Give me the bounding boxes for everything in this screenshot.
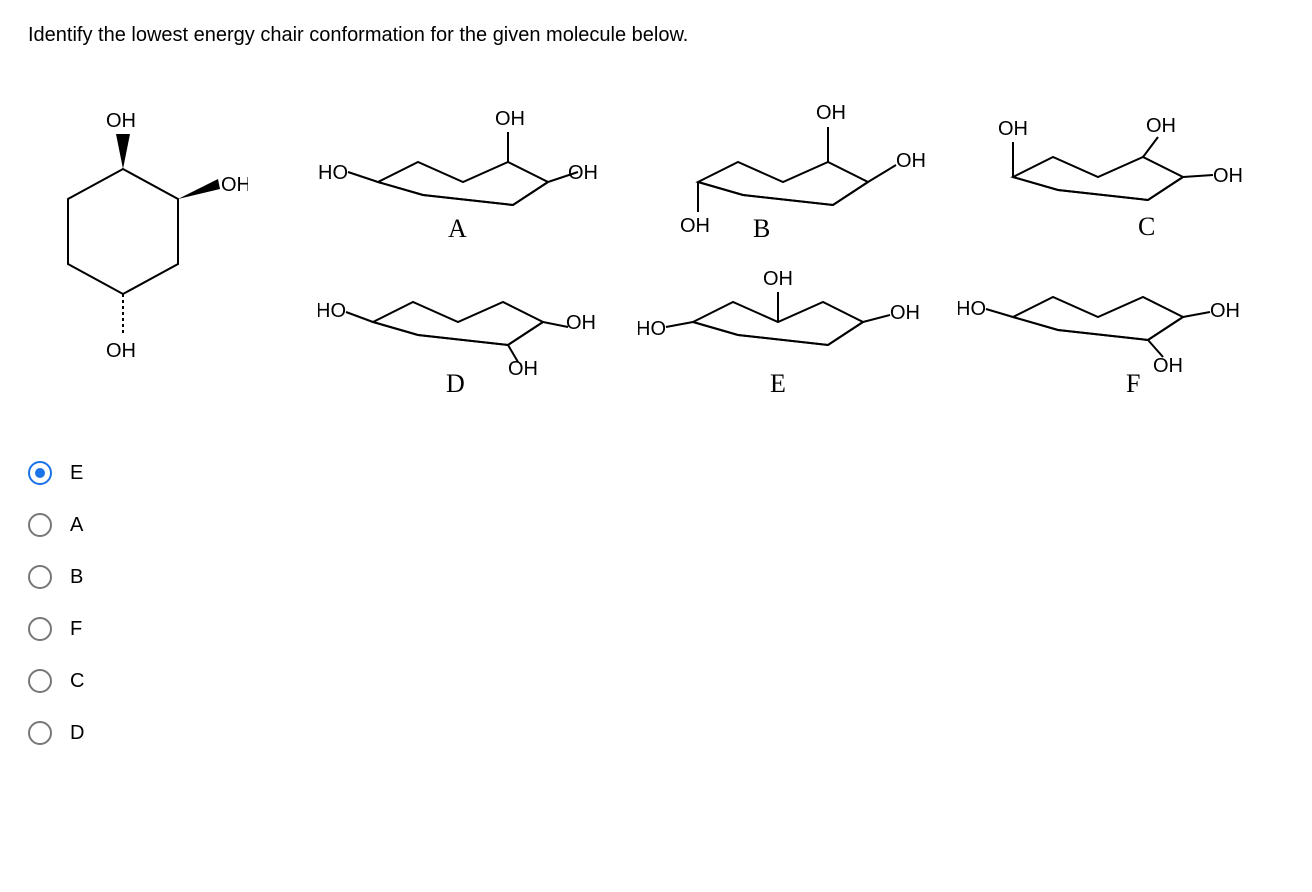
chem-oh: OH [221, 174, 248, 196]
chem-oh: OH [508, 358, 538, 380]
option-label: F [70, 618, 82, 641]
chair-label: E [770, 369, 786, 398]
radio-icon [28, 513, 52, 537]
chem-oh: OH [106, 110, 136, 132]
option-label: D [70, 722, 84, 745]
radio-icon [28, 617, 52, 641]
chem-ho: HO [318, 300, 346, 322]
chair-B: OH OH OH B [638, 87, 938, 257]
chem-oh: OH [106, 340, 136, 362]
chair-label: D [446, 369, 465, 398]
option-A[interactable]: A [28, 499, 1284, 551]
question-text: Identify the lowest energy chair conform… [28, 24, 1284, 47]
chem-oh: OH [495, 108, 525, 130]
chair-A: HO OH OH A [318, 87, 618, 257]
chair-label: B [753, 214, 770, 243]
chem-oh: OH [998, 118, 1028, 140]
chem-ho: HO [638, 318, 666, 340]
chem-oh: OH [680, 215, 710, 237]
chair-label: C [1138, 212, 1155, 241]
chair-label: F [1126, 369, 1140, 398]
chem-oh: OH [763, 268, 793, 290]
option-B[interactable]: B [28, 551, 1284, 603]
answer-options: E A B F C D [28, 447, 1284, 759]
chem-oh: OH [568, 162, 598, 184]
chair-F: HO OH OH F [958, 257, 1258, 407]
chem-oh: OH [1210, 300, 1240, 322]
radio-icon [28, 721, 52, 745]
chem-oh: OH [816, 102, 846, 124]
chair-label: A [448, 214, 467, 243]
figure-row: OH OH OH HO OH OH A [28, 87, 1284, 407]
option-label: A [70, 514, 83, 537]
chair-E: HO OH OH E [638, 257, 938, 407]
option-D[interactable]: D [28, 707, 1284, 759]
reference-molecule: OH OH OH [28, 99, 288, 395]
chem-ho: HO [318, 162, 348, 184]
option-C[interactable]: C [28, 655, 1284, 707]
chem-oh: OH [890, 302, 920, 324]
option-F[interactable]: F [28, 603, 1284, 655]
chair-C: OH OH OH C [958, 87, 1258, 257]
option-label: E [70, 462, 83, 485]
option-label: B [70, 566, 83, 589]
chem-oh: OH [896, 150, 926, 172]
option-E[interactable]: E [28, 447, 1284, 499]
radio-icon [28, 565, 52, 589]
option-label: C [70, 670, 84, 693]
chem-oh: OH [1213, 165, 1243, 187]
radio-icon [28, 461, 52, 485]
chem-oh: OH [1153, 355, 1183, 377]
radio-icon [28, 669, 52, 693]
chair-D: HO OH OH D [318, 257, 618, 407]
chairs-grid: HO OH OH A OH OH [318, 87, 1258, 407]
chem-oh: OH [1146, 115, 1176, 137]
chem-ho: HO [958, 298, 986, 320]
chem-oh: OH [566, 312, 596, 334]
